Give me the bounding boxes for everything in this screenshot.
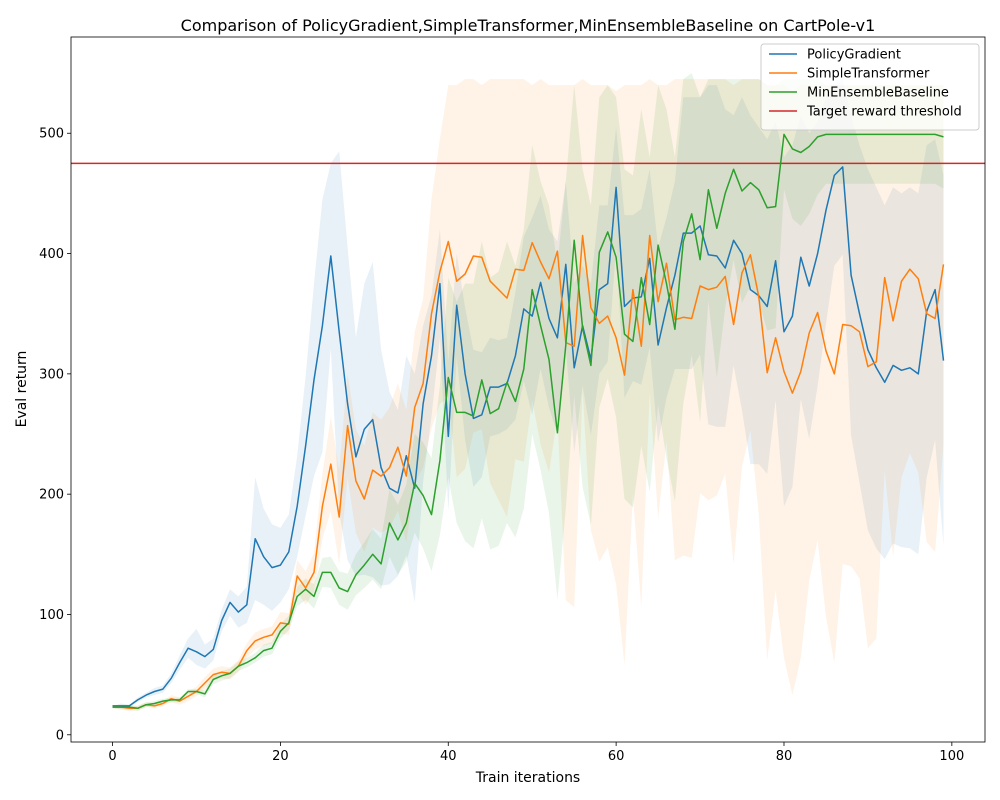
y-tick-label: 300 bbox=[39, 367, 64, 382]
y-axis-ticks: 0 100 200 300 400 500 bbox=[39, 127, 71, 743]
axes bbox=[70, 36, 986, 743]
series-line-2 bbox=[112, 133, 944, 710]
y-tick-label: 0 bbox=[56, 728, 64, 743]
x-tick-label: 20 bbox=[272, 749, 289, 764]
confidence-bands bbox=[112, 73, 944, 711]
chart-title: Comparison of PolicyGradient,SimpleTrans… bbox=[181, 16, 876, 35]
x-tick-label: 80 bbox=[776, 749, 793, 764]
y-tick-label: 100 bbox=[39, 608, 64, 623]
legend-label-0: PolicyGradient bbox=[807, 48, 901, 63]
y-axis-label: Eval return bbox=[14, 351, 30, 428]
y-tick-label: 500 bbox=[39, 127, 64, 142]
legend-label-2: MinEnsembleBaseline bbox=[807, 86, 949, 101]
legend-label-3: Target reward threshold bbox=[806, 105, 962, 120]
x-tick-label: 60 bbox=[608, 749, 625, 764]
x-axis-ticks: 0 20 40 60 80 100 bbox=[108, 742, 964, 764]
band-0 bbox=[112, 79, 944, 709]
series-lines bbox=[112, 133, 945, 710]
x-tick-label: 40 bbox=[440, 749, 457, 764]
plot-frame bbox=[70, 36, 986, 743]
series-line-0 bbox=[112, 166, 945, 707]
legend-box bbox=[760, 43, 980, 131]
band-1 bbox=[112, 79, 944, 711]
x-axis-label: Train iterations bbox=[475, 770, 580, 786]
y-tick-label: 200 bbox=[39, 488, 64, 503]
legend-label-1: SimpleTransformer bbox=[807, 67, 930, 82]
x-tick-label: 100 bbox=[939, 749, 964, 764]
legend: PolicyGradient SimpleTransformer MinEnsemb… bbox=[760, 43, 980, 131]
y-tick-label: 400 bbox=[39, 247, 64, 262]
band-2 bbox=[112, 73, 944, 711]
x-tick-label: 0 bbox=[108, 749, 116, 764]
series-line-1 bbox=[112, 234, 945, 710]
